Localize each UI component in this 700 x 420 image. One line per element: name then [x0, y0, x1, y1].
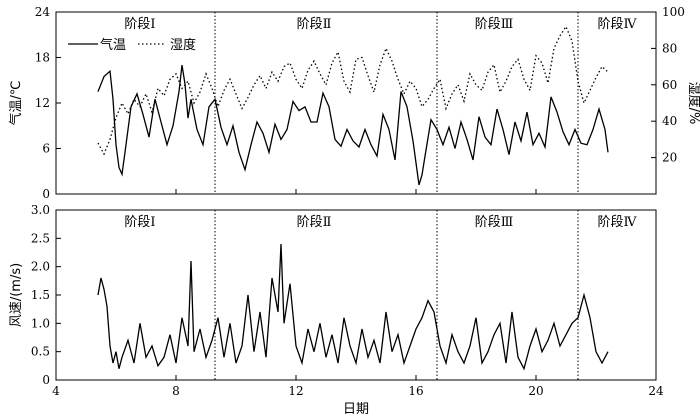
tick-label-x-0: 4 — [52, 384, 60, 398]
tick-label-wind-speed-6: 3.0 — [31, 203, 50, 217]
stage-label-top-2: 阶段Ⅲ — [475, 17, 514, 32]
top-right-axis: 20 40 60 80 100 — [651, 5, 685, 165]
bottom-stage-labels: 阶段Ⅰ 阶段Ⅱ 阶段Ⅲ 阶段Ⅳ — [124, 215, 637, 230]
tick-label-humidity-3: 80 — [662, 41, 677, 55]
stage-label-bottom-3: 阶段Ⅳ — [598, 215, 638, 230]
stage-label-bottom-0: 阶段Ⅰ — [124, 215, 155, 230]
tick-label-temperature-3: 18 — [35, 51, 50, 65]
y-axis-title-humidity: 湿度/% — [686, 82, 700, 125]
tick-label-wind-speed-2: 1.0 — [31, 316, 50, 330]
tick-label-x-3: 16 — [408, 384, 423, 398]
tick-label-temperature-2: 12 — [35, 96, 50, 110]
legend-label-humidity: 湿度 — [170, 37, 196, 53]
top-stage-labels: 阶段Ⅰ 阶段Ⅱ 阶段Ⅲ 阶段Ⅳ — [124, 17, 637, 32]
tick-label-wind-speed-5: 2.5 — [31, 231, 50, 245]
tick-label-humidity-4: 100 — [662, 5, 685, 19]
tick-label-wind-speed-3: 1.5 — [31, 288, 50, 302]
tick-label-wind-speed-1: 0.5 — [31, 345, 50, 359]
stage-label-top-1: 阶段Ⅱ — [297, 17, 332, 32]
tick-label-temperature-1: 6 — [42, 142, 50, 156]
stage-label-top-3: 阶段Ⅳ — [598, 17, 638, 32]
legend-label-temperature: 气温 — [100, 37, 126, 53]
tick-label-humidity-0: 20 — [662, 151, 677, 165]
bottom-left-axis: 0 0.5 1.0 1.5 2.0 2.5 3.0 — [31, 203, 61, 387]
top-left-axis: 0 6 12 18 24 — [35, 5, 61, 201]
x-axis: 4 8 12 16 20 24 — [52, 189, 664, 398]
y-axis-title-temperature: 气温/℃ — [8, 81, 24, 126]
top-stage-dividers — [214, 12, 579, 194]
tick-label-wind-speed-0: 0 — [42, 373, 50, 387]
stage-label-top-0: 阶段Ⅰ — [124, 17, 155, 32]
tick-label-temperature-0: 0 — [42, 187, 50, 201]
tick-label-temperature-4: 24 — [35, 5, 51, 19]
top-plot-frame — [55, 11, 657, 195]
tick-label-x-4: 20 — [528, 384, 543, 398]
tick-label-wind-speed-4: 2.0 — [31, 260, 50, 274]
tick-label-x-1: 8 — [172, 384, 180, 398]
bottom-stage-dividers — [214, 210, 579, 380]
tick-label-humidity-1: 40 — [662, 114, 677, 128]
tick-label-x-2: 12 — [288, 384, 303, 398]
tick-label-humidity-2: 60 — [662, 78, 677, 92]
series-line-temperature — [97, 64, 609, 186]
x-axis-title: 日期 — [343, 402, 369, 417]
stage-label-bottom-1: 阶段Ⅱ — [297, 215, 332, 230]
series-line-wind-speed — [97, 243, 609, 371]
legend: 气温 湿度 — [68, 37, 196, 53]
tick-label-x-5: 24 — [648, 384, 664, 398]
y-axis-title-wind-speed: 风速/(m/s) — [9, 263, 24, 327]
stage-label-bottom-2: 阶段Ⅲ — [475, 215, 514, 230]
